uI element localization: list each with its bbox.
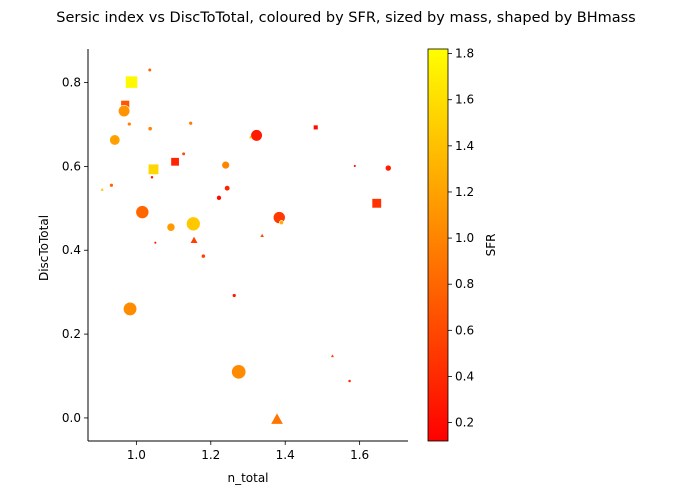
x-tick-label: 1.0 [127, 448, 146, 462]
data-point [109, 183, 114, 188]
data-point [260, 233, 264, 237]
plot-area [100, 67, 392, 424]
data-point [279, 220, 284, 226]
data-point [121, 100, 130, 109]
colorbar-tick-label: 1.6 [455, 93, 474, 107]
x-tick-label: 1.6 [350, 448, 369, 462]
data-point [166, 222, 176, 232]
data-point [232, 293, 237, 298]
chart-title: Sersic index vs DiscToTotal, coloured by… [56, 10, 635, 26]
x-axis-label: n_total [227, 471, 268, 485]
colorbar-tick-label: 1.2 [455, 185, 474, 199]
data-point [216, 195, 222, 201]
y-tick-label: 0.0 [62, 411, 81, 425]
data-point [135, 205, 150, 219]
colorbar-tick-label: 0.4 [455, 369, 474, 383]
data-point [249, 135, 253, 139]
colorbar [427, 48, 449, 442]
data-point [150, 175, 154, 180]
data-point [153, 241, 157, 245]
data-point [224, 185, 231, 192]
colorbar-tick-label: 0.2 [455, 416, 474, 430]
colorbar-tick-label: 1.4 [455, 139, 474, 153]
colorbar-tick-label: 0.8 [455, 277, 474, 291]
colorbar-tick-label: 0.6 [455, 323, 474, 337]
data-point [181, 151, 186, 156]
data-point [221, 160, 230, 170]
data-point [188, 121, 193, 126]
data-point [250, 129, 263, 142]
x-axis-ticks: 1.0 1.2 1.4 1.6 [127, 441, 369, 462]
colorbar-tick-label: 1.8 [455, 47, 474, 61]
data-point [353, 164, 357, 168]
x-tick-label: 1.2 [201, 448, 220, 462]
data-point [384, 164, 392, 172]
y-axis-ticks: 0.0 0.2 0.4 0.6 0.8 [62, 76, 88, 425]
data-point [125, 76, 138, 88]
data-point [127, 121, 132, 127]
data-point [231, 364, 247, 380]
data-point [118, 104, 131, 118]
colorbar-tick-label: 1.0 [455, 231, 474, 245]
data-point [148, 164, 159, 175]
y-tick-label: 0.6 [62, 159, 81, 173]
y-tick-label: 0.4 [62, 243, 81, 257]
colorbar-ticks: 0.2 0.4 0.6 0.8 1.0 1.2 1.4 1.6 1.8 [448, 47, 474, 430]
data-point [109, 134, 121, 146]
data-point [372, 198, 382, 208]
colorbar-label: SFR [484, 234, 498, 257]
data-point [330, 354, 335, 358]
data-point [147, 126, 153, 132]
y-tick-label: 0.2 [62, 327, 81, 341]
data-point [347, 379, 352, 383]
y-axis-label: DiscToTotal [37, 215, 51, 281]
data-point [171, 157, 179, 166]
data-point [147, 67, 152, 73]
data-point [100, 187, 104, 191]
data-point [190, 236, 198, 243]
data-point [271, 413, 283, 424]
data-point [186, 216, 201, 232]
y-tick-label: 0.8 [62, 76, 81, 90]
data-point [200, 253, 206, 259]
data-point [123, 301, 138, 316]
data-point [313, 125, 318, 130]
x-tick-label: 1.4 [276, 448, 295, 462]
